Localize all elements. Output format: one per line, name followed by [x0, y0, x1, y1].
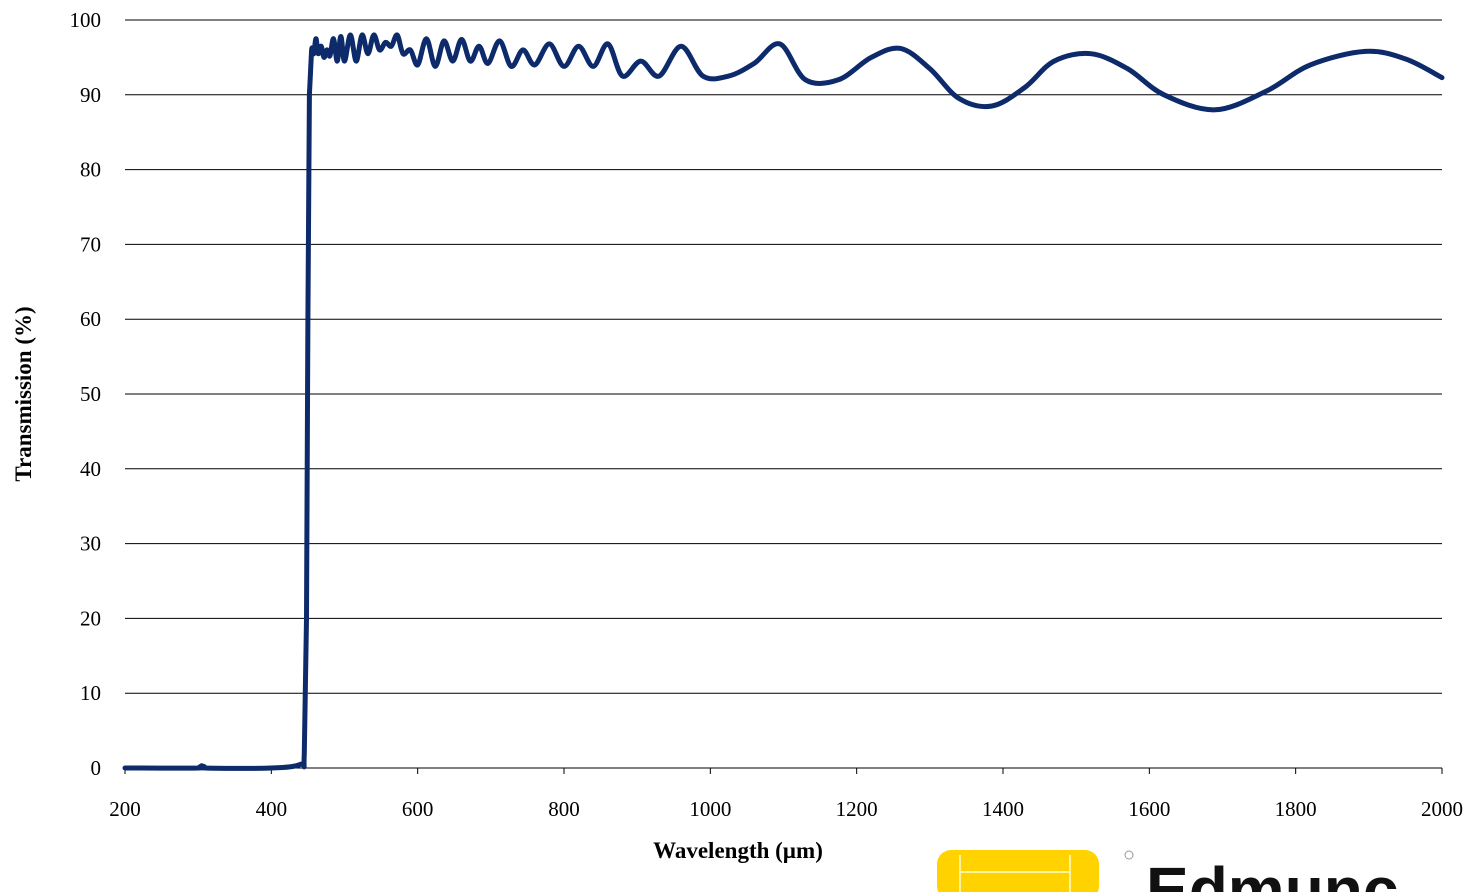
gridlines: [124, 19, 1443, 774]
y-tick-label: 60: [80, 307, 101, 331]
x-tick-label: 1200: [836, 797, 878, 821]
x-tick-labels: 200 400 600 800 1000 1200 1400 1600 1800 2000: [109, 797, 1463, 821]
x-axis-title: Wavelength (µm): [653, 838, 823, 863]
y-tick-labels: 0 10 20 30 40 50 60 70 80 90 100: [70, 8, 102, 780]
y-tick-label: 20: [80, 606, 101, 630]
y-tick-label: 90: [80, 83, 101, 107]
x-tick-label: 1400: [982, 797, 1024, 821]
y-tick-label: 30: [80, 532, 101, 556]
y-tick-label: 10: [80, 681, 101, 705]
x-tick-label: 200: [109, 797, 141, 821]
y-tick-label: 50: [80, 382, 101, 406]
x-tick-label: 400: [256, 797, 288, 821]
y-tick-label: 80: [80, 158, 101, 182]
registered-mark-icon: [1124, 850, 1134, 860]
series-layer: [122, 32, 1445, 771]
y-tick-label: 0: [91, 756, 102, 780]
x-tick-label: 1000: [689, 797, 731, 821]
y-axis-title: Transmission (%): [11, 306, 36, 481]
y-tick-label: 40: [80, 457, 101, 481]
x-tick-label: 600: [402, 797, 434, 821]
x-tick-label: 2000: [1421, 797, 1463, 821]
y-tick-label: 100: [70, 8, 102, 32]
x-tick-label: 1600: [1128, 797, 1170, 821]
logo-brand-text: Edmunc: [1146, 854, 1398, 892]
y-tick-label: 70: [80, 232, 101, 256]
transmission-series-line: [122, 32, 1445, 771]
x-tick-label: 800: [548, 797, 580, 821]
brand-logo: Edmunc: [937, 850, 1398, 892]
x-tick-label: 1800: [1275, 797, 1317, 821]
